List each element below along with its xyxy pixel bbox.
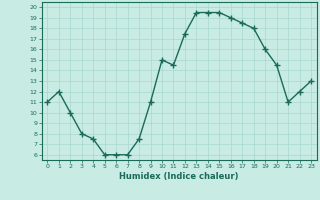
X-axis label: Humidex (Indice chaleur): Humidex (Indice chaleur) [119,172,239,181]
